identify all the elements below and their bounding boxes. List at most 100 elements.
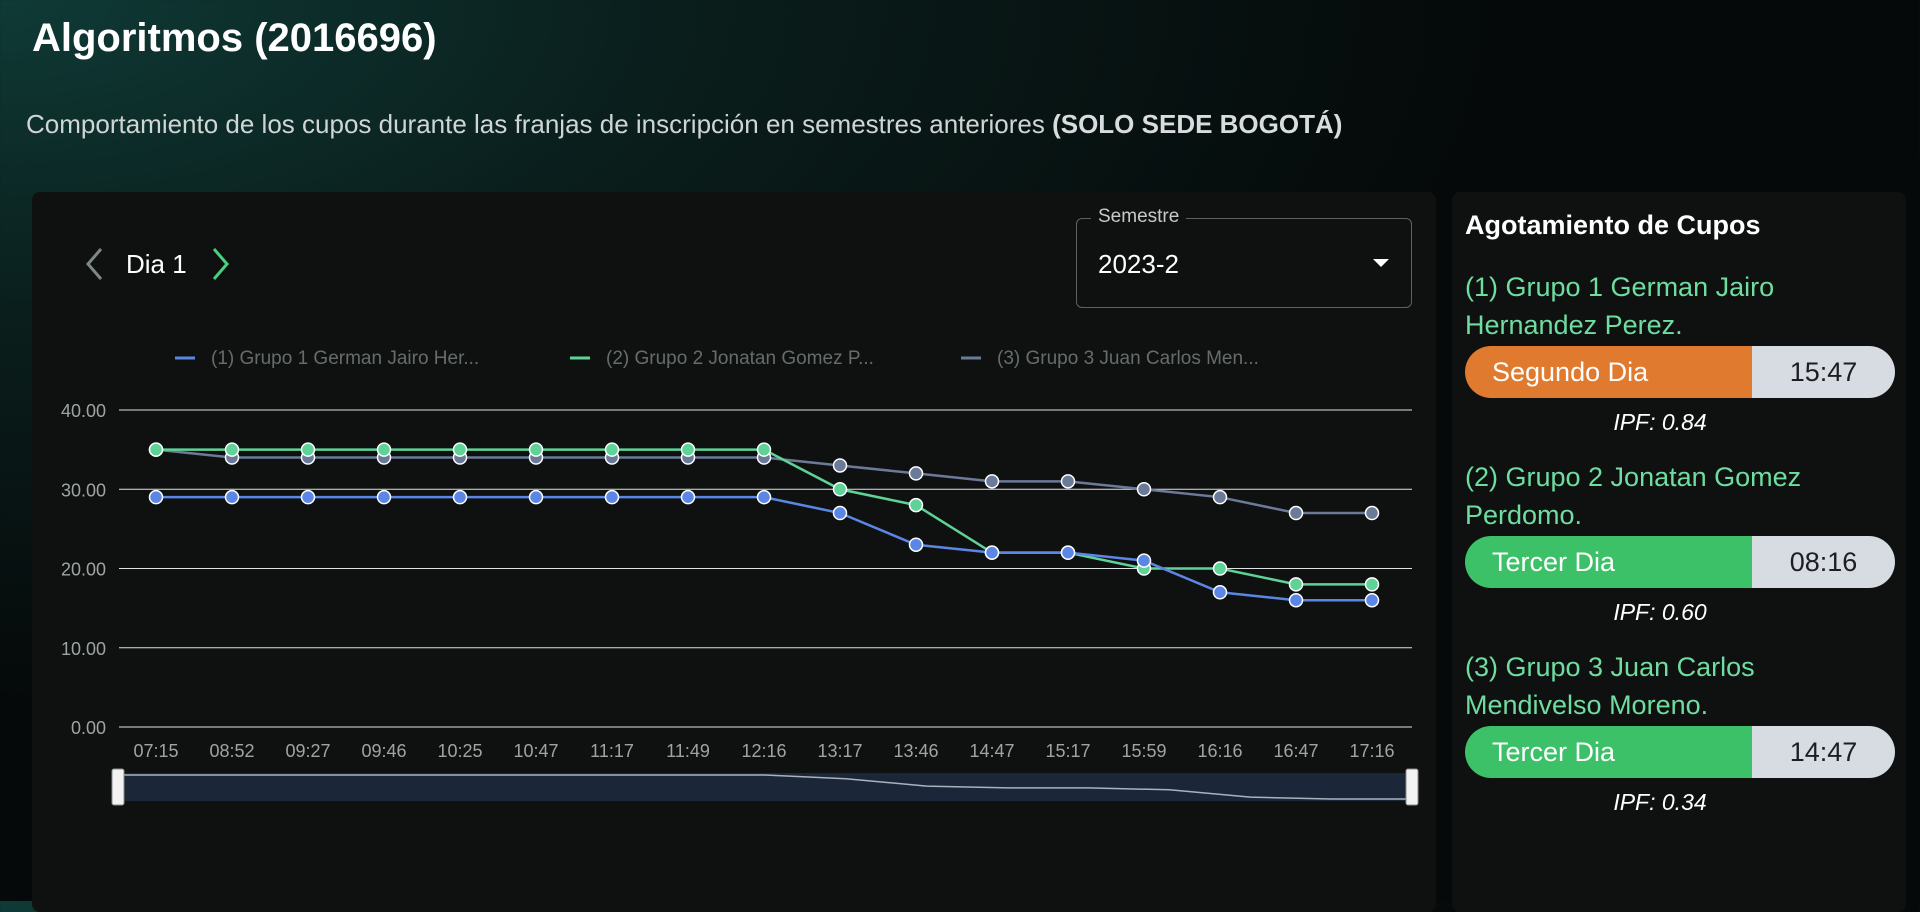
group-card-1: (1) Grupo 1 German Jairo Hernandez Perez…	[1465, 268, 1895, 436]
day-label: Dia 1	[126, 248, 187, 279]
data-point	[756, 442, 772, 457]
data-point	[604, 489, 620, 505]
exhaustion-pill: Tercer Dia 14:47	[1465, 726, 1895, 778]
caret-down-icon	[1373, 259, 1389, 267]
x-tick-label: 11:49	[666, 741, 710, 761]
semestre-select[interactable]: Semestre 2023-2	[1076, 206, 1412, 308]
x-tick-label: 12:16	[741, 741, 786, 761]
data-point	[680, 442, 696, 457]
data-point	[1364, 592, 1380, 608]
data-point	[908, 497, 924, 513]
x-tick-label: 10:25	[437, 741, 482, 761]
group-card-3: (3) Grupo 3 Juan Carlos Mendivelso Moren…	[1465, 648, 1895, 816]
data-point	[1288, 577, 1304, 592]
x-tick-label: 09:46	[361, 741, 406, 761]
semestre-value: 2023-2	[1098, 249, 1179, 279]
zoom-handle-right[interactable]	[1405, 768, 1419, 806]
subtitle-bold: (SOLO SEDE BOGOTÁ)	[1052, 109, 1343, 139]
group-name: (3) Grupo 3 Juan Carlos Mendivelso Moren…	[1465, 652, 1755, 720]
x-tick-label: 15:59	[1121, 741, 1166, 761]
zoom-track	[118, 773, 1412, 801]
data-point	[1364, 505, 1380, 521]
x-tick-label: 08:52	[209, 741, 254, 761]
x-tick-label: 14:47	[969, 741, 1014, 761]
exhaustion-pill: Tercer Dia 08:16	[1465, 536, 1895, 588]
series-line	[156, 495, 1372, 602]
x-tick-label: 09:27	[285, 741, 330, 761]
data-point	[1288, 505, 1304, 521]
y-tick-label: 10.00	[61, 639, 106, 659]
y-tick-label: 40.00	[61, 401, 106, 421]
data-point	[832, 458, 848, 473]
x-tick-label: 15:17	[1045, 741, 1090, 761]
legend-label: (3) Grupo 3 Juan Carlos Men...	[997, 348, 1259, 369]
data-point	[1212, 585, 1228, 600]
zoom-handle-left[interactable]	[111, 768, 125, 806]
data-point	[1136, 553, 1152, 568]
data-point	[528, 442, 544, 457]
x-tick-label: 13:17	[817, 741, 862, 761]
data-point	[1288, 592, 1304, 608]
data-point	[908, 537, 924, 552]
panel-title: Agotamiento de Cupos	[1465, 210, 1761, 240]
exhaustion-time: 08:16	[1752, 536, 1895, 588]
data-point	[300, 489, 316, 505]
x-tick-label: 16:47	[1273, 741, 1318, 761]
chart-card: Dia 1 Semestre 2023-2 0.00 10.00 20.00 30.0…	[32, 192, 1436, 912]
line-chart: 0.00 10.00 20.00 30.00 40.00 07:15 08:52 09:27 0…	[61, 348, 1419, 806]
legend-label: (1) Grupo 1 German Jairo Her...	[211, 348, 479, 369]
exhaustion-day: Tercer Dia	[1465, 726, 1752, 778]
data-point	[528, 489, 544, 505]
previous-day-button[interactable]	[80, 244, 110, 284]
exhaustion-time: 15:47	[1752, 346, 1895, 398]
chevron-left-icon	[86, 248, 103, 280]
data-point	[452, 442, 468, 457]
exhaustion-pill: Segundo Dia 15:47	[1465, 346, 1895, 398]
legend-label: (2) Grupo 2 Jonatan Gomez P...	[606, 348, 874, 369]
ipf-value: IPF: 0.84	[1613, 409, 1707, 435]
data-point	[832, 482, 848, 497]
data-point	[756, 489, 772, 505]
chevron-right-icon	[212, 248, 229, 280]
data-point	[1060, 474, 1076, 489]
y-tick-label: 0.00	[71, 718, 106, 738]
data-point	[224, 489, 240, 505]
group-name: (1) Grupo 1 German Jairo Hernandez Perez…	[1465, 272, 1775, 340]
x-tick-label: 16:16	[1197, 741, 1242, 761]
data-point	[300, 442, 316, 457]
data-point	[832, 505, 848, 521]
ipf-value: IPF: 0.60	[1613, 599, 1707, 625]
page-title: Algoritmos (2016696)	[32, 16, 437, 60]
zoom-preview-line	[118, 774, 1412, 800]
data-point	[984, 545, 1000, 560]
exhaustion-time: 14:47	[1752, 726, 1895, 778]
ipf-value: IPF: 0.34	[1613, 789, 1707, 815]
x-tick-label: 07:15	[133, 741, 178, 761]
data-point	[908, 466, 924, 481]
data-point	[148, 442, 164, 457]
next-day-button[interactable]	[205, 244, 235, 284]
x-tick-label: 17:16	[1349, 741, 1394, 761]
subtitle-text: Comportamiento de los cupos durante las …	[26, 109, 1053, 139]
data-point	[376, 489, 392, 505]
y-tick-label: 20.00	[61, 560, 106, 580]
data-point	[148, 489, 164, 505]
exhaustion-day: Tercer Dia	[1465, 536, 1752, 588]
x-tick-label: 13:46	[893, 741, 938, 761]
series-line	[156, 448, 1372, 586]
data-point	[376, 442, 392, 457]
data-point	[1212, 489, 1228, 505]
semestre-label: Semestre	[1091, 206, 1187, 228]
exhaustion-day: Segundo Dia	[1465, 346, 1752, 398]
data-point	[1212, 561, 1228, 576]
y-tick-label: 30.00	[61, 480, 106, 500]
page-subtitle: Comportamiento de los cupos durante las …	[26, 109, 1342, 140]
agotamiento-panel: Agotamiento de Cupos (1) Grupo 1 German …	[1452, 192, 1906, 912]
data-point	[224, 442, 240, 457]
group-name: (2) Grupo 2 Jonatan Gomez Perdomo.	[1465, 462, 1802, 530]
x-tick-label: 11:17	[590, 741, 634, 761]
day-navigation: Dia 1	[80, 244, 235, 284]
data-point	[1364, 577, 1380, 592]
x-tick-label: 10:47	[513, 741, 558, 761]
data-point	[1136, 482, 1152, 497]
